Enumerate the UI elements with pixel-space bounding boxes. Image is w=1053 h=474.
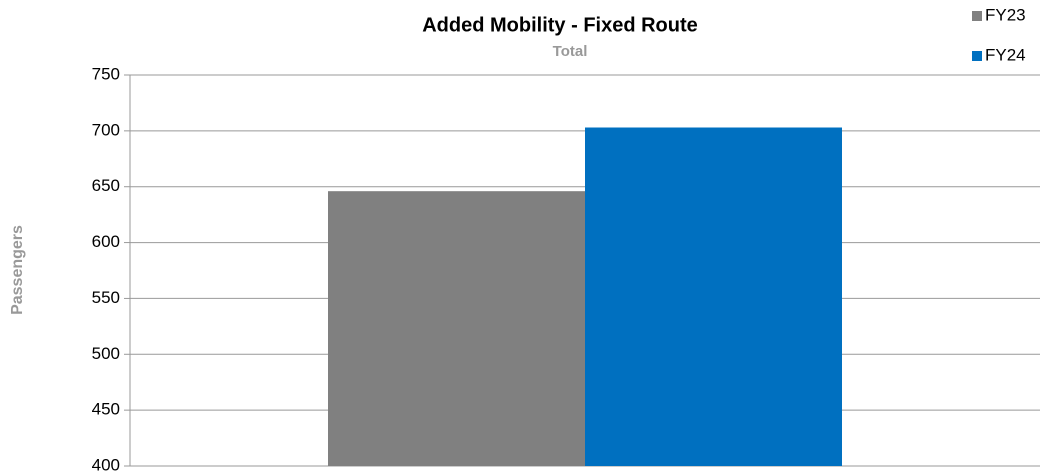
y-tick-label: 500 xyxy=(92,344,120,363)
legend-label: FY23 xyxy=(985,5,1026,24)
bar xyxy=(585,127,842,467)
legend-label: FY24 xyxy=(985,45,1026,64)
legend-swatch xyxy=(972,11,982,21)
y-tick-label: 600 xyxy=(92,232,120,251)
y-tick-label: 400 xyxy=(92,455,120,474)
y-tick-label: 650 xyxy=(92,176,120,195)
chart-title: Added Mobility - Fixed Route xyxy=(422,14,698,36)
y-tick-label: 450 xyxy=(92,400,120,419)
y-axis-label: Passengers xyxy=(9,225,26,315)
y-tick-label: 750 xyxy=(92,64,120,83)
category-label: Total xyxy=(553,43,588,60)
bar xyxy=(328,191,585,466)
y-tick-label: 700 xyxy=(92,120,120,139)
legend-swatch xyxy=(972,51,982,61)
y-tick-label: 550 xyxy=(92,288,120,307)
